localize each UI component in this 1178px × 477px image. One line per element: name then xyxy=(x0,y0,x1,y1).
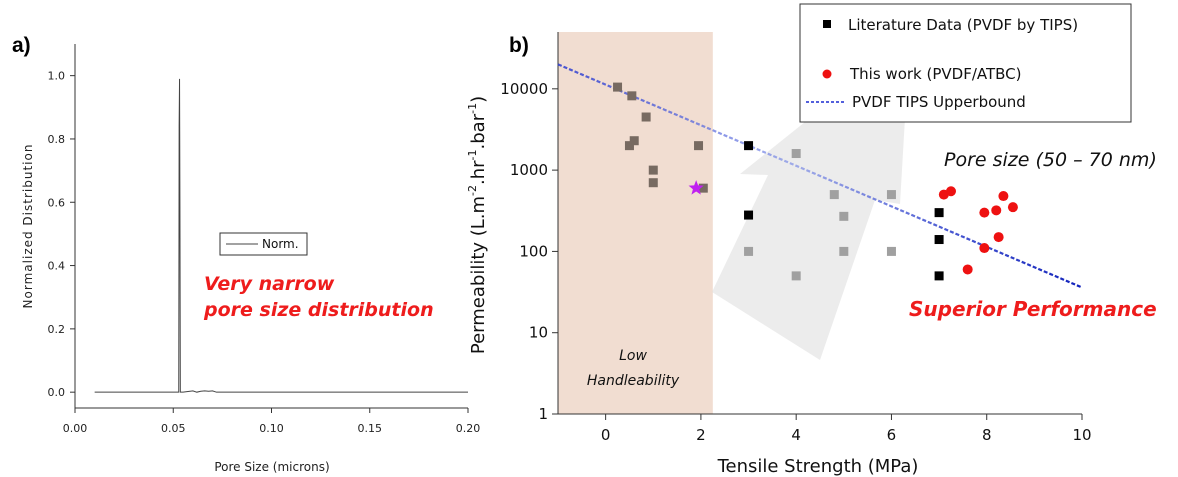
panel-b-y-tick-label: 10000 xyxy=(500,80,548,98)
panel-a-y-tick-label: 0.4 xyxy=(48,260,66,273)
this-work-point xyxy=(993,232,1004,243)
panel-a-annotation-line2: pore size distribution xyxy=(203,299,434,321)
panel-a: a) 0.00 0.05 0.10 0.15 0.20 0.0 0.2 0.4 0.6 0.8 1… xyxy=(12,34,480,474)
panel-a-series xyxy=(94,78,468,393)
literature-point xyxy=(934,271,944,281)
panel-a-x-ticks: 0.00 0.05 0.10 0.15 0.20 xyxy=(63,408,481,435)
this-work-point xyxy=(979,243,990,254)
pore-size-annotation: Pore size (50 – 70 nm) xyxy=(944,149,1157,171)
panel-b-x-tick-label: 2 xyxy=(696,426,706,444)
literature-point xyxy=(698,183,708,193)
panel-a-legend-box xyxy=(219,232,308,256)
this-work-point xyxy=(991,205,1002,216)
panel-b-x-tick-label: 6 xyxy=(887,426,897,444)
literature-point xyxy=(744,210,754,220)
panel-a-y-tick-label: 0.2 xyxy=(48,323,66,336)
panel-b-x-tick-label: 0 xyxy=(601,426,611,444)
panel-b-x-tick-label: 10 xyxy=(1072,426,1091,444)
literature-point xyxy=(791,149,801,159)
this-work-point xyxy=(962,264,973,275)
literature-point xyxy=(627,91,637,101)
literature-point xyxy=(648,178,658,188)
panel-a-y-tick-label: 0.6 xyxy=(48,196,66,209)
panel-b-y-tick-label: 100 xyxy=(519,242,548,260)
panel-a-x-tick-label: 0.05 xyxy=(161,422,186,435)
panel-a-y-tick-label: 0.8 xyxy=(48,133,66,146)
panel-b-x-tick-label: 8 xyxy=(982,426,992,444)
literature-point xyxy=(629,136,639,146)
panel-a-x-tick-label: 0.10 xyxy=(259,422,284,435)
panel-b-legend-box xyxy=(799,3,1132,123)
panel-b-y-tick-label: 1000 xyxy=(510,161,548,179)
upperbound-line xyxy=(557,63,1083,289)
literature-point xyxy=(886,190,896,200)
panel-a-y-ticks: 0.0 0.2 0.4 0.6 0.8 1.0 xyxy=(48,70,75,399)
panel-a-x-tick-label: 0.15 xyxy=(358,422,383,435)
legend-label-literature: Literature Data (PVDF by TIPS) xyxy=(848,16,1078,34)
literature-point xyxy=(613,82,623,92)
literature-point xyxy=(624,141,634,151)
star-marker xyxy=(688,180,704,195)
literature-point xyxy=(648,165,658,175)
panel-b-y-tick-label: 10 xyxy=(529,324,548,342)
literature-point xyxy=(744,246,754,256)
panel-a-annotation-line1: Very narrow xyxy=(204,273,335,295)
panel-b-x-axis-label: Tensile Strength (MPa) xyxy=(717,456,919,477)
legend-label-this-work: This work (PVDF/ATBC) xyxy=(849,65,1022,83)
panel-b-points xyxy=(613,82,1018,281)
this-work-point xyxy=(946,186,956,197)
panel-a-label: a) xyxy=(12,34,31,57)
superior-performance-annotation: Superior Performance xyxy=(909,297,1157,321)
panel-b: b) 0 2 4 6 8 10 1 10 100 1000 10000 Low Handleabi… xyxy=(466,3,1157,477)
low-handleability-label-line1: Low xyxy=(619,348,647,364)
panel-a-x-axis-label: Pore Size (microns) xyxy=(214,460,329,474)
legend-swatch-this-work xyxy=(822,69,832,79)
panel-a-y-axis-label: Normalized Distribution xyxy=(21,144,35,309)
panel-b-y-axis-label: Permeability (L.m-2.hr-1.bar-1) xyxy=(466,96,489,354)
panel-b-legend: Literature Data (PVDF by TIPS) This work… xyxy=(799,3,1132,123)
panel-a-y-tick-label: 1.0 xyxy=(48,70,66,83)
panel-b-y-tick-label: 1 xyxy=(538,405,548,423)
literature-point xyxy=(829,190,839,200)
this-work-point xyxy=(979,207,990,218)
literature-point xyxy=(744,141,754,151)
panel-b-x-ticks: 0 2 4 6 8 10 xyxy=(601,414,1092,444)
performance-arrow xyxy=(712,118,905,360)
panel-b-y-ticks: 1 10 100 1000 10000 xyxy=(500,80,558,423)
panel-a-y-tick-label: 0.0 xyxy=(48,386,66,399)
panel-a-series-line xyxy=(94,78,468,393)
literature-point xyxy=(791,271,801,281)
legend-swatch-literature xyxy=(823,20,831,28)
panel-b-x-tick-label: 4 xyxy=(791,426,801,444)
this-work-point xyxy=(998,191,1009,202)
legend-label-upperbound: PVDF TIPS Upperbound xyxy=(852,93,1026,111)
panel-a-x-tick-label: 0.00 xyxy=(63,422,88,435)
panel-a-x-tick-label: 0.20 xyxy=(456,422,481,435)
panel-a-legend-label: Norm. xyxy=(262,237,299,251)
panel-b-label: b) xyxy=(509,34,529,57)
literature-point xyxy=(934,208,944,218)
this-work-point xyxy=(1007,202,1018,213)
panel-a-legend: Norm. xyxy=(219,232,308,256)
literature-point xyxy=(694,141,704,151)
literature-point xyxy=(934,235,944,245)
literature-point xyxy=(839,246,849,256)
low-handleability-label-line2: Handleability xyxy=(587,373,680,389)
literature-point xyxy=(886,246,896,256)
literature-point xyxy=(641,112,651,122)
literature-point xyxy=(839,211,849,221)
